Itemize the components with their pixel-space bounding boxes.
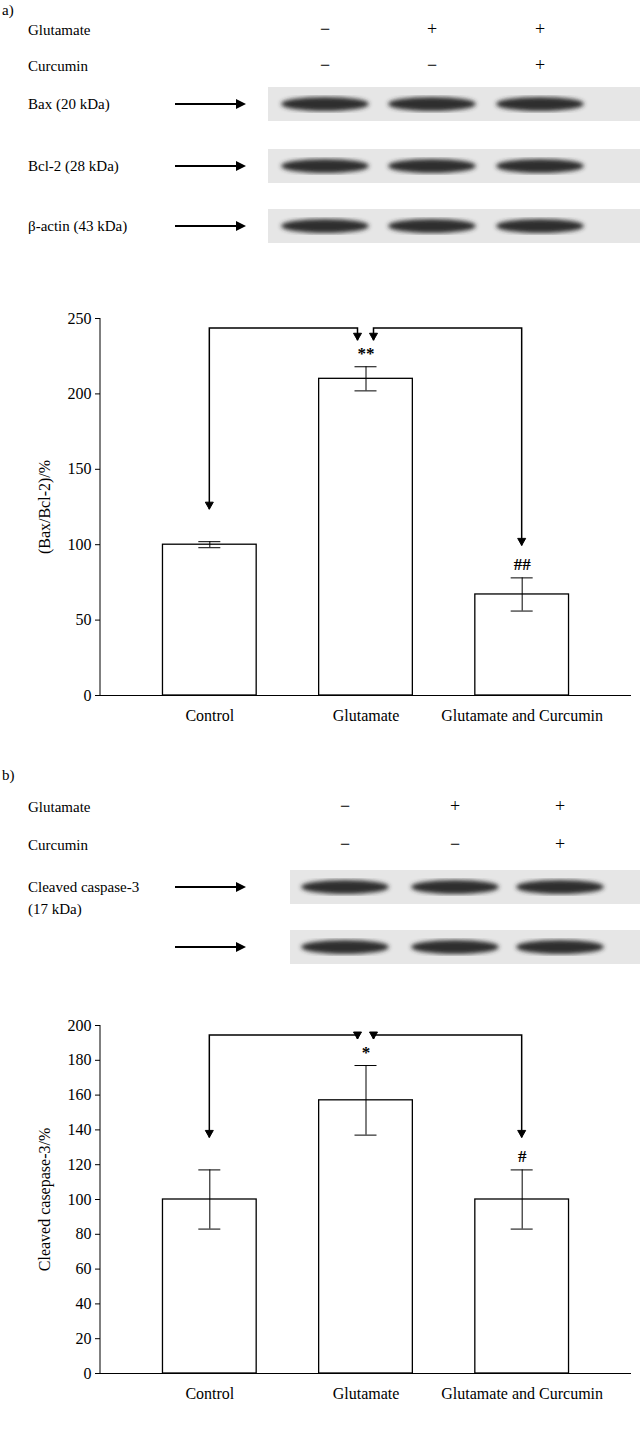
svg-text:(17 kDa): (17 kDa) <box>28 901 82 918</box>
svg-text:180: 180 <box>68 1051 92 1068</box>
svg-text:−: − <box>427 55 437 75</box>
svg-text:100: 100 <box>68 1191 92 1208</box>
svg-text:250: 250 <box>68 310 92 327</box>
svg-text:+: + <box>535 55 545 75</box>
svg-text:b): b) <box>2 767 15 784</box>
svg-text:+: + <box>450 796 460 816</box>
svg-text:+: + <box>555 834 565 854</box>
svg-text:#: # <box>518 1147 527 1166</box>
svg-text:−: − <box>450 834 460 854</box>
svg-text:Control: Control <box>185 707 234 724</box>
svg-text:Control: Control <box>185 1385 234 1402</box>
svg-text:+: + <box>427 19 437 39</box>
svg-text:**: ** <box>358 344 375 363</box>
svg-text:Glutamate: Glutamate <box>28 22 91 38</box>
svg-text:+: + <box>535 19 545 39</box>
svg-text:a): a) <box>2 2 14 19</box>
svg-text:0: 0 <box>84 687 92 704</box>
svg-text:−: − <box>340 796 350 816</box>
svg-text:200: 200 <box>68 1017 92 1034</box>
svg-text:40: 40 <box>76 1295 92 1312</box>
svg-text:Glutamate and Curcumin: Glutamate and Curcumin <box>441 1385 603 1402</box>
svg-text:−: − <box>320 55 330 75</box>
svg-text:Curcumin: Curcumin <box>28 837 88 853</box>
svg-text:20: 20 <box>76 1330 92 1347</box>
svg-text:140: 140 <box>68 1121 92 1138</box>
svg-text:Glutamate: Glutamate <box>333 707 400 724</box>
svg-text:Bcl-2 (28 kDa): Bcl-2 (28 kDa) <box>28 158 119 175</box>
svg-text:−: − <box>340 834 350 854</box>
svg-text:Cleaved casepase-3/%: Cleaved casepase-3/% <box>36 1128 54 1271</box>
svg-text:Glutamate: Glutamate <box>333 1385 400 1402</box>
svg-text:Glutamate: Glutamate <box>28 799 91 815</box>
svg-text:##: ## <box>514 555 532 574</box>
svg-text:150: 150 <box>68 460 92 477</box>
svg-text:Cleaved caspase-3: Cleaved caspase-3 <box>28 879 139 895</box>
svg-text:80: 80 <box>76 1225 92 1242</box>
svg-text:100: 100 <box>68 536 92 553</box>
svg-text:120: 120 <box>68 1156 92 1173</box>
svg-text:200: 200 <box>68 385 92 402</box>
svg-text:60: 60 <box>76 1260 92 1277</box>
svg-text:160: 160 <box>68 1086 92 1103</box>
svg-text:−: − <box>320 19 330 39</box>
svg-text:*: * <box>362 1043 371 1062</box>
svg-text:β-actin (43 kDa): β-actin (43 kDa) <box>28 218 127 235</box>
svg-text:(Bax/Bcl-2)/%: (Bax/Bcl-2)/% <box>36 460 54 554</box>
svg-text:Glutamate and Curcumin: Glutamate and Curcumin <box>441 707 603 724</box>
svg-text:0: 0 <box>84 1365 92 1382</box>
svg-text:Bax (20 kDa): Bax (20 kDa) <box>28 96 110 113</box>
svg-text:50: 50 <box>76 611 92 628</box>
svg-text:+: + <box>555 796 565 816</box>
svg-text:Curcumin: Curcumin <box>28 58 88 74</box>
